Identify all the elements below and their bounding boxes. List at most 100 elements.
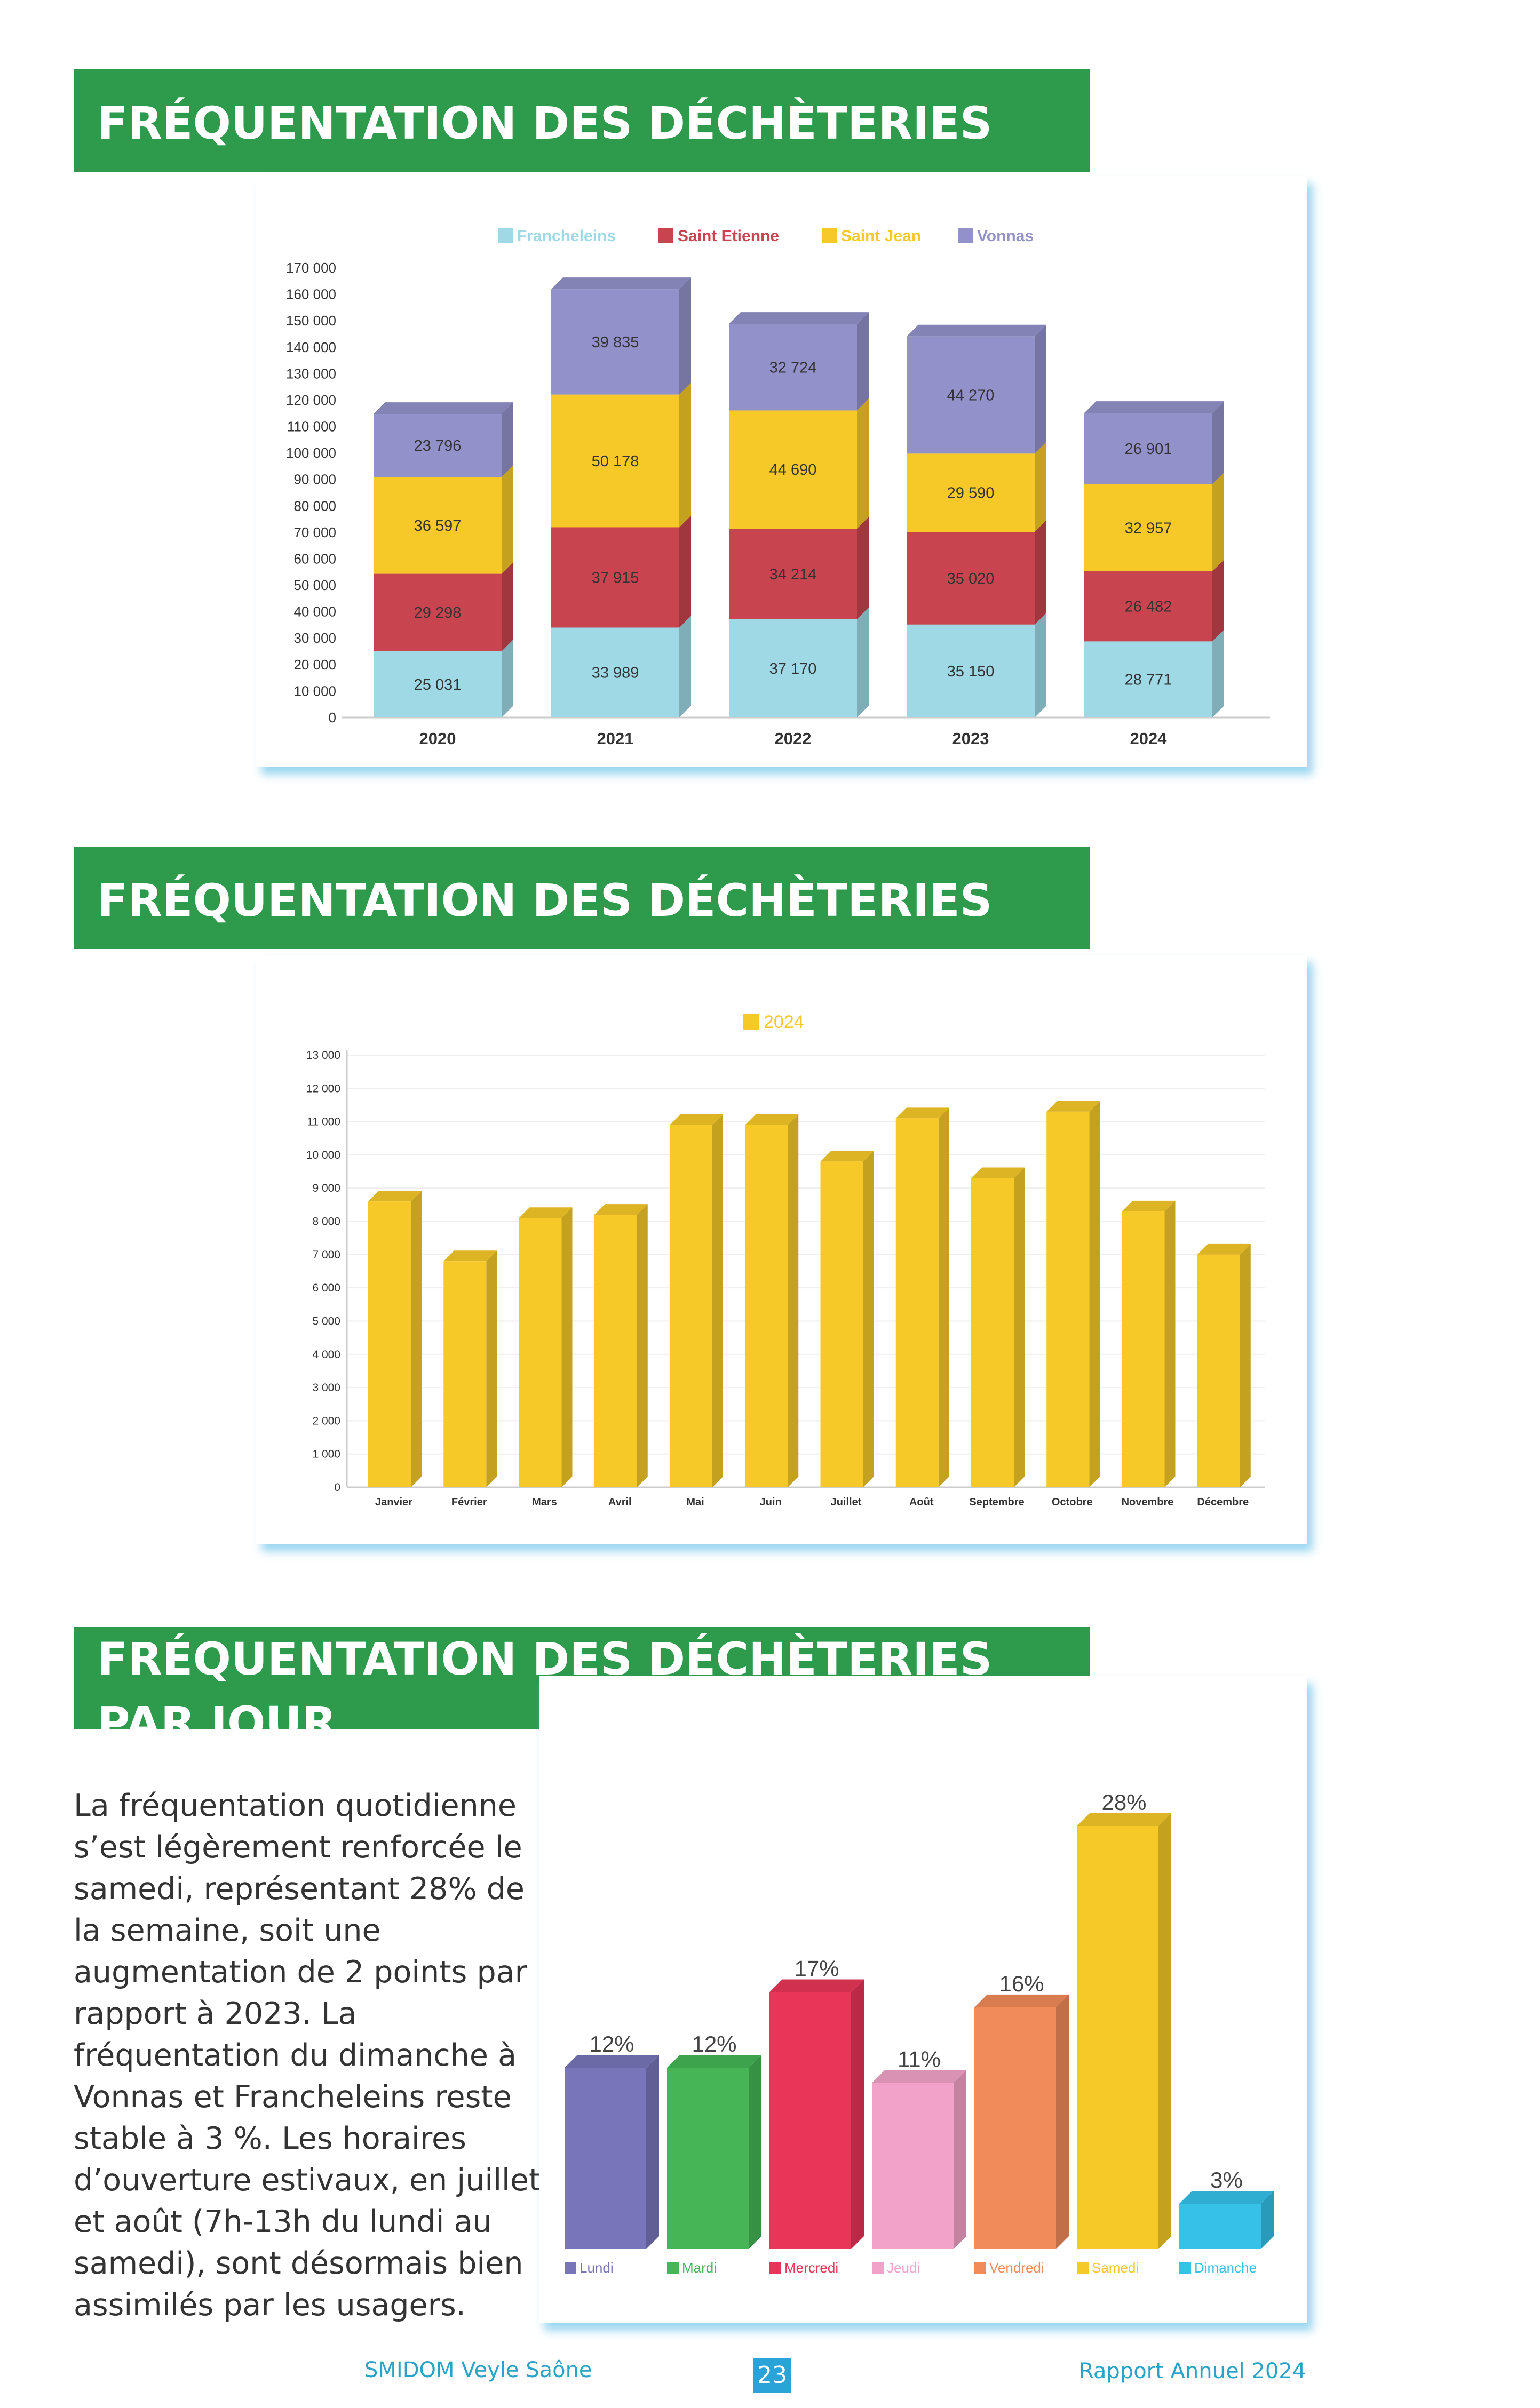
- bar-segment: [374, 573, 502, 651]
- x-tick-label: Avril: [608, 1496, 632, 1508]
- daily-paragraph: La fréquentation quotidienne s’est légèr…: [74, 1788, 541, 2323]
- y-tick-label: 110 000: [287, 419, 336, 435]
- x-tick-label: 2023: [952, 729, 989, 748]
- legend-label-saint-jean: Saint Jean: [841, 227, 921, 245]
- y-tick-label: 3 000: [312, 1382, 340, 1394]
- bar-avril-side: [637, 1204, 648, 1487]
- data-label: 17%: [794, 1956, 839, 1981]
- bar-décembre-top: [1197, 1243, 1251, 1255]
- legend-label-samedi: Samedi: [1092, 2260, 1139, 2276]
- bar-dimanche: [1179, 2204, 1261, 2249]
- legend-label-vonnas: Vonnas: [977, 227, 1034, 245]
- x-tick-label: Août: [909, 1496, 934, 1508]
- bar-mardi: [667, 2068, 749, 2249]
- legend-label-dimanche: Dimanche: [1194, 2260, 1257, 2276]
- x-tick-label: Novembre: [1122, 1496, 1174, 1508]
- bar-segment: [374, 414, 502, 477]
- legend-swatch: [872, 2262, 884, 2274]
- data-label: 26 482: [1125, 599, 1172, 616]
- legend-swatch: [1077, 2262, 1089, 2274]
- y-tick-label: 40 000: [293, 604, 336, 620]
- bar-segment: [551, 627, 679, 717]
- data-label: 26 901: [1125, 441, 1172, 458]
- legend-swatch: [658, 228, 673, 243]
- y-tick-label: 80 000: [293, 498, 336, 514]
- y-tick-label: 160 000: [286, 286, 336, 302]
- x-tick-label: Janvier: [375, 1496, 412, 1508]
- data-label: 29 298: [414, 604, 462, 621]
- data-label: 29 590: [947, 485, 995, 502]
- y-tick-label: 120 000: [286, 392, 336, 408]
- y-tick-label: 12 000: [306, 1082, 340, 1095]
- bar-segment-side: [1212, 401, 1224, 484]
- x-tick-label: Juin: [760, 1496, 782, 1508]
- legend-swatch: [743, 1014, 759, 1030]
- y-tick-label: 13 000: [306, 1049, 340, 1062]
- bar-segment-side: [502, 402, 513, 477]
- y-tick-label: 60 000: [293, 551, 336, 567]
- bar-segment-side: [679, 515, 691, 628]
- annual-chart-panel: 0 10 000 20 000 30 000 40 000 50 000 60 000 70 …: [256, 176, 1307, 767]
- bar-segment: [1084, 641, 1212, 717]
- bar-segment-side: [679, 382, 691, 528]
- y-tick-label: 9 000: [312, 1182, 340, 1194]
- bar-juin: [745, 1125, 788, 1487]
- bar-segment: [374, 477, 502, 574]
- bar-vendredi-side: [1056, 1994, 1069, 2249]
- y-tick-label: 90 000: [293, 472, 336, 488]
- bar-segment-side: [502, 639, 513, 717]
- bar-segment: [1084, 484, 1212, 572]
- x-tick-label: Mars: [532, 1496, 557, 1508]
- bar-segment-side: [1212, 472, 1224, 572]
- y-tick-label: 50 000: [293, 577, 336, 593]
- bar-mars: [519, 1218, 562, 1487]
- bar-février-top: [443, 1250, 497, 1262]
- bar-jeudi-top: [872, 2070, 966, 2083]
- bar-segment-side: [1035, 442, 1046, 532]
- x-tick-label: Octobre: [1052, 1496, 1093, 1508]
- legend-label-vendredi: Vendredi: [989, 2260, 1044, 2276]
- bar-lundi-top: [565, 2055, 659, 2068]
- bar-mai-top: [670, 1114, 723, 1125]
- bar-segment: [907, 453, 1035, 532]
- data-label: 12%: [692, 2031, 736, 2056]
- footer-organization: SMIDOM Veyle Saône: [364, 2358, 592, 2382]
- y-tick-label: 11 000: [307, 1116, 340, 1128]
- legend-label-mercredi: Mercredi: [784, 2260, 838, 2276]
- bar-segment: [374, 651, 502, 717]
- bar-juillet: [820, 1161, 863, 1487]
- bar-segment-side: [1035, 520, 1046, 625]
- y-tick-label: 2 000: [312, 1415, 340, 1427]
- y-tick-label: 6 000: [312, 1282, 340, 1294]
- footer-report-title: Rapport Annuel 2024: [1079, 2359, 1306, 2383]
- data-label: 3%: [1210, 2167, 1243, 2192]
- legend-swatch: [667, 2262, 679, 2274]
- bar-septembre: [971, 1178, 1014, 1487]
- bar-segment: [907, 532, 1035, 625]
- bar-segment-top: [374, 402, 513, 414]
- bar-samedi: [1077, 1826, 1158, 2249]
- legend-swatch: [1179, 2262, 1191, 2274]
- daily-chart: 12% Lundi 12% Mardi 17% Mercredi 11% Jeudi 16% Ve…: [565, 1790, 1274, 2276]
- bar-mardi-top: [667, 2055, 761, 2068]
- data-label: 32 957: [1125, 520, 1172, 537]
- bar-septembre-side: [1014, 1167, 1025, 1487]
- legend-label-saint-etienne: Saint Etienne: [678, 227, 779, 245]
- data-label: 33 989: [592, 665, 639, 682]
- bar-décembre: [1197, 1254, 1240, 1487]
- legend-swatch: [565, 2262, 576, 2274]
- x-tick-label: Septembre: [969, 1496, 1024, 1508]
- y-tick-label: 0: [329, 709, 336, 725]
- daily-chart-panel: 12% Lundi 12% Mardi 17% Mercredi 11% Jeudi 16% Ve…: [539, 1676, 1307, 2323]
- bar-juillet-top: [820, 1151, 874, 1162]
- bar-mai: [670, 1125, 712, 1487]
- bar-segment-top: [551, 277, 691, 290]
- y-tick-label: 140 000: [286, 339, 336, 355]
- data-label: 44 690: [769, 461, 817, 479]
- y-tick-label: 10 000: [293, 683, 336, 699]
- y-tick-label: 10 000: [306, 1149, 340, 1161]
- bar-segment: [551, 394, 679, 528]
- x-tick-label: 2022: [775, 729, 812, 748]
- y-tick-label: 4 000: [312, 1349, 340, 1361]
- bar-mercredi: [769, 1992, 851, 2249]
